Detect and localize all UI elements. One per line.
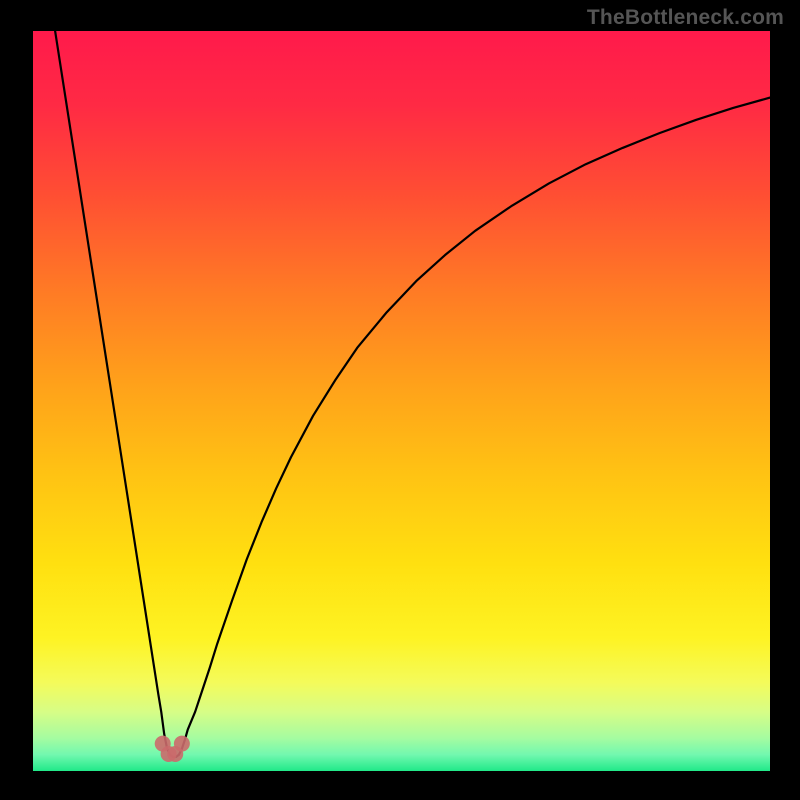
chart-svg	[33, 31, 770, 771]
minimum-marker	[174, 736, 190, 752]
watermark-text: TheBottleneck.com	[587, 6, 784, 30]
chart-frame: TheBottleneck.com	[0, 0, 800, 800]
chart-background	[33, 31, 770, 771]
